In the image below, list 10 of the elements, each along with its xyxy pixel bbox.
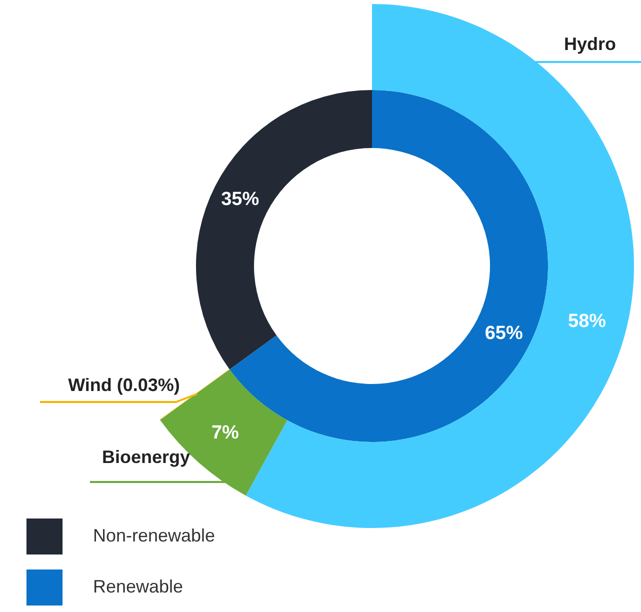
data-label: 35% bbox=[221, 188, 260, 210]
donut-slice bbox=[196, 90, 372, 370]
legend-label: Non-renewable bbox=[93, 526, 216, 546]
data-label: 7% bbox=[211, 422, 240, 444]
slice-label: Wind (0.03%) bbox=[68, 375, 180, 395]
data-label: 58% bbox=[568, 311, 606, 332]
data-label: 65% bbox=[484, 323, 523, 344]
slice-label: Hydro bbox=[564, 34, 616, 54]
legend-label: Renewable bbox=[93, 576, 184, 596]
slice-label: Bioenergy bbox=[102, 447, 190, 467]
